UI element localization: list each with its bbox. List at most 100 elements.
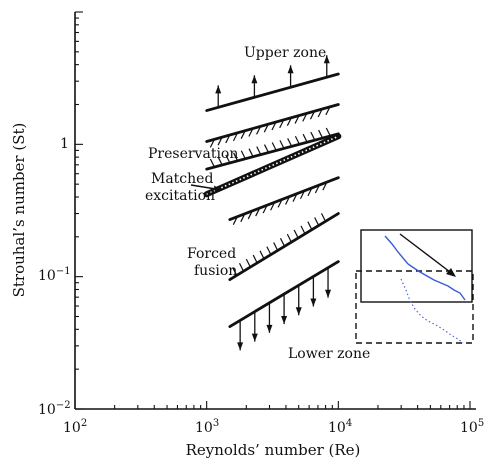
- preservation-lower-hatch: [225, 154, 231, 164]
- forced-fusion-lower-line: [228, 212, 340, 282]
- forced-fusion-upper-hatch: [247, 210, 253, 220]
- x-tick-label-1e5: 105: [460, 418, 484, 436]
- upper-zone-boundary-line: [205, 72, 340, 112]
- lower-zone-boundary-arrowhead: [251, 333, 258, 342]
- preservation-upper-hatch: [325, 106, 331, 116]
- preservation-upper-hatch: [271, 121, 277, 131]
- forced-fusion-upper-hatch: [270, 202, 276, 211]
- forced-fusion-upper-hatch: [255, 207, 261, 217]
- lower-zone-label: Lower zone: [288, 346, 370, 362]
- lower-zone-boundary-arrowhead: [266, 324, 273, 333]
- preservation-upper-hatch: [286, 117, 292, 126]
- forced-fusion-lower-hatch: [314, 217, 320, 226]
- lower-zone-boundary-arrowhead: [237, 342, 244, 351]
- forced-fusion-lower-hatch: [238, 263, 245, 272]
- forced-fusion-lower-hatch: [252, 254, 258, 264]
- inset-dashed-frame: [355, 270, 474, 344]
- forced-fusion-lower: [228, 212, 340, 282]
- x-axis-label: Reynolds’ number (Re): [186, 441, 361, 459]
- y-tick-label-1e-2: 10−2: [38, 400, 71, 418]
- forced-fusion-lower-hatch: [279, 238, 286, 247]
- preservation-upper-hatch: [294, 115, 300, 124]
- preservation-lower-hatch: [248, 148, 254, 157]
- y-axis-label: Strouhal’s number (St): [10, 123, 28, 298]
- inset-arrow: [399, 233, 455, 276]
- x-tick-label-1e2: 102: [63, 418, 87, 436]
- upper-zone-boundary-arrowhead: [323, 55, 330, 64]
- forced-fusion-lower-hatch: [320, 213, 327, 222]
- lower-zone-boundary-arrowhead: [281, 316, 288, 325]
- forced-label-line1: Forced: [187, 246, 236, 262]
- y-tick-labels: 10−2 10−1 1: [38, 136, 71, 418]
- preservation-upper-hatch: [209, 139, 215, 148]
- forced-fusion-lower-hatch: [300, 225, 306, 235]
- forced-fusion-lower-hatch: [232, 267, 238, 276]
- preservation-lower-line: [205, 132, 340, 171]
- preservation-lower-hatch: [217, 156, 223, 166]
- forced-fusion-lower-hatch: [293, 229, 299, 239]
- upper-zone-boundary: [205, 55, 340, 112]
- preservation-upper-hatch: [309, 110, 316, 120]
- matched-label-line1: Matched: [151, 171, 213, 187]
- x-tick-label-1e3: 103: [195, 418, 219, 436]
- inset-solid-curve: [384, 235, 466, 301]
- lower-zone-boundary-arrowhead: [325, 289, 332, 298]
- upper-zone-boundary-arrowhead: [215, 85, 222, 94]
- preservation-lower-hatch: [240, 150, 246, 160]
- forced-fusion-lower-hatch: [307, 221, 313, 230]
- forced-fusion-lower-hatch: [245, 258, 251, 268]
- preservation-lower-hatch: [294, 136, 300, 145]
- preservation-lower-hatch: [233, 152, 239, 162]
- preservation-lower-hatch: [256, 146, 262, 155]
- lower-zone-boundary-arrowhead: [310, 298, 317, 307]
- forced-fusion-upper-hatch: [299, 190, 306, 200]
- forced-fusion-upper-hatch: [277, 199, 283, 208]
- forced-fusion-lower-hatch: [266, 246, 272, 255]
- preservation-upper-hatch: [248, 128, 254, 137]
- preservation-lower-hatch: [318, 129, 324, 139]
- preservation-upper-hatch: [240, 130, 246, 139]
- forced-label-line2: fusion: [194, 263, 237, 279]
- preservation-lower-hatch: [271, 142, 277, 151]
- preservation-upper-hatch: [217, 136, 223, 146]
- y-tick-label-1e-1: 10−1: [38, 266, 71, 284]
- upper-zone-boundary-arrowhead: [251, 75, 258, 84]
- preservation-lower-hatch: [263, 144, 270, 153]
- forced-fusion-upper-line: [228, 176, 340, 221]
- axis-ticks: [74, 11, 471, 410]
- x-tick-label-1e4: 104: [328, 418, 352, 436]
- forced-fusion-upper-hatch: [285, 196, 291, 205]
- forced-fusion-lower-hatch: [273, 242, 279, 251]
- forced-fusion-lower-hatch: [259, 250, 265, 260]
- preservation-lower-hatch: [279, 140, 285, 149]
- preservation-upper-hatch: [279, 119, 285, 129]
- preservation-lower-hatch: [209, 158, 215, 168]
- lower-zone-boundary: [228, 260, 340, 351]
- regime-bands: [203, 55, 342, 351]
- preservation-upper-hatch: [302, 113, 308, 122]
- matched-label-line2: excitation: [145, 188, 215, 204]
- preservation-upper: [205, 103, 340, 148]
- preservation-upper-hatch: [256, 126, 262, 135]
- matched-excitation-line: [203, 133, 342, 198]
- preservation-upper-hatch: [232, 132, 239, 142]
- forced-fusion-upper-hatch: [307, 187, 313, 197]
- y-tick-label-1: 1: [60, 136, 69, 152]
- x-tick-labels: 102 103 104 105: [63, 418, 484, 436]
- forced-fusion-upper-hatch: [262, 204, 268, 214]
- upper-zone-label: Upper zone: [244, 45, 326, 61]
- lower-zone-boundary-arrowhead: [295, 307, 302, 316]
- preservation-label: Preservation: [148, 146, 238, 162]
- inset-dotted-curve: [400, 278, 464, 344]
- preservation-upper-hatch: [317, 108, 323, 118]
- preservation-lower-hatch: [287, 138, 293, 147]
- inset-panel: [355, 229, 474, 344]
- preservation-upper-hatch: [263, 123, 269, 133]
- preservation-lower-hatch: [302, 133, 308, 143]
- inset-arrow-head: [446, 268, 456, 277]
- preservation-upper-line: [205, 103, 340, 143]
- forced-fusion-lower-hatch: [286, 233, 292, 243]
- matched-excitation: [203, 133, 342, 198]
- preservation-upper-hatch: [225, 134, 231, 144]
